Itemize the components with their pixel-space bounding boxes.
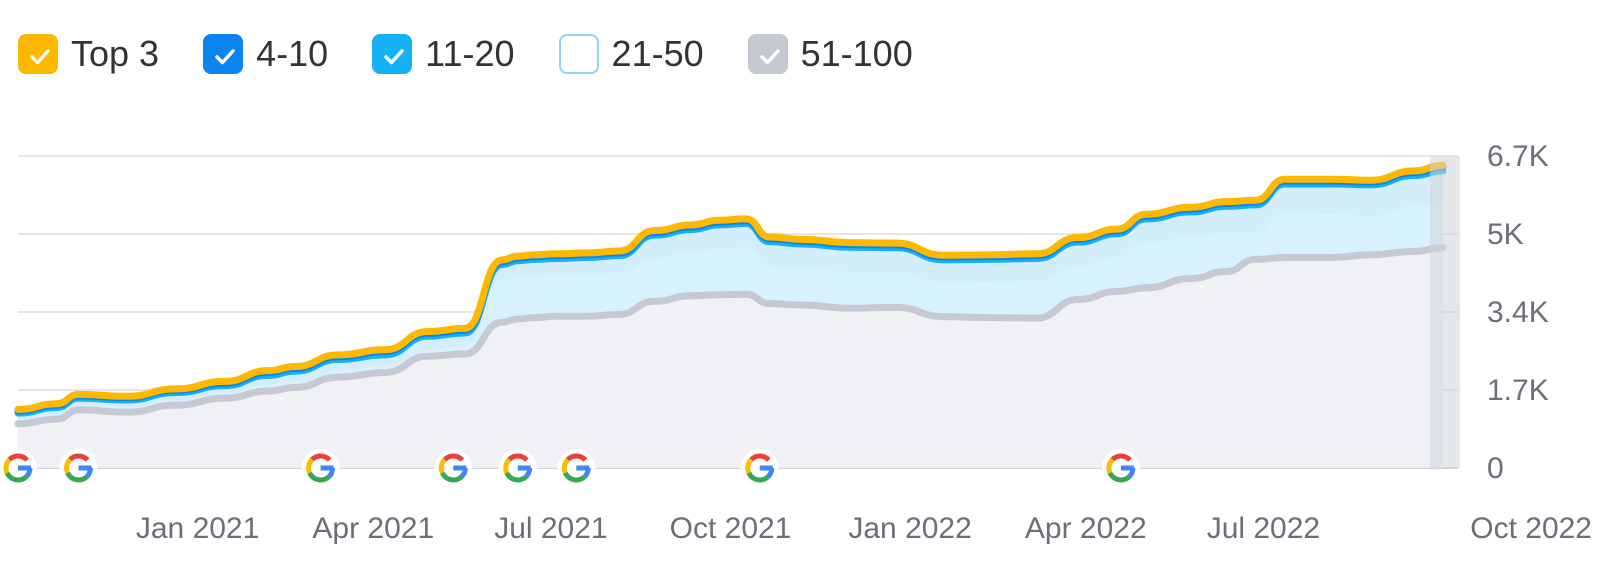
google-update-icon[interactable]: [301, 449, 340, 487]
keyword-positions-chart[interactable]: 0 1.7K 3.4K 5K 6.7K Jan 2021 Apr 2021 Jul 2021…: [0, 120, 1600, 577]
x-tick-label: Jul 2022: [1207, 512, 1320, 545]
line-51-100: [14, 244, 1447, 428]
x-tick-label: Oct 2021: [670, 512, 792, 545]
x-tick-label: Jan 2022: [848, 512, 971, 545]
legend-item-4-10[interactable]: 4-10: [203, 33, 328, 75]
hover-band: [1430, 156, 1460, 468]
checkbox-icon[interactable]: [747, 34, 788, 74]
google-update-icon[interactable]: [740, 449, 779, 487]
x-axis-labels: Jan 2021 Apr 2021 Jul 2021 Oct 2021 Jan 2022…: [136, 512, 1592, 545]
x-tick-label: Apr 2022: [1025, 512, 1147, 545]
legend-label: 21-50: [611, 33, 704, 74]
legend-label: 51-100: [800, 33, 913, 74]
legend-item-21-50[interactable]: 21-50: [558, 33, 704, 75]
checkbox-icon[interactable]: [203, 34, 244, 74]
y-tick-label: 0: [1487, 452, 1504, 485]
google-update-icon[interactable]: [59, 449, 98, 487]
legend-label: Top 3: [71, 33, 160, 74]
legend-item-11-20[interactable]: 11-20: [372, 33, 515, 75]
legend-item-top-3[interactable]: Top 3: [18, 33, 159, 75]
series-areas: [18, 165, 1443, 468]
area-21-50: [18, 202, 1443, 424]
x-tick-label: Oct 2022: [1470, 512, 1592, 545]
line-top-3: [14, 161, 1447, 413]
google-update-markers[interactable]: [0, 449, 1140, 487]
y-tick-label: 1.7K: [1487, 374, 1549, 407]
area-51-100: [18, 247, 1443, 468]
checkbox-icon[interactable]: [18, 34, 58, 74]
series-lines: [14, 161, 1447, 428]
google-update-icon[interactable]: [0, 449, 37, 487]
legend-label: 4-10: [256, 33, 329, 74]
legend-item-51-100[interactable]: 51-100: [747, 33, 913, 75]
checkbox-icon[interactable]: [372, 34, 413, 74]
y-axis-labels: 0 1.7K 3.4K 5K 6.7K: [1487, 140, 1549, 485]
y-tick-label: 6.7K: [1487, 140, 1549, 173]
chart-legend: Top 3 4-10 11-20 21-50 51-100: [18, 30, 957, 78]
checkbox-icon[interactable]: [558, 34, 599, 74]
google-update-icon[interactable]: [557, 449, 596, 487]
google-update-icon[interactable]: [498, 449, 537, 487]
y-tick-label: 3.4K: [1487, 296, 1549, 329]
x-tick-label: Jul 2021: [494, 512, 607, 545]
y-tick-label: 5K: [1487, 218, 1524, 251]
google-update-icon[interactable]: [434, 449, 473, 487]
x-tick-label: Apr 2021: [312, 512, 434, 545]
google-update-icon[interactable]: [1101, 449, 1140, 487]
x-tick-label: Jan 2021: [136, 512, 259, 545]
legend-label: 11-20: [425, 33, 515, 74]
